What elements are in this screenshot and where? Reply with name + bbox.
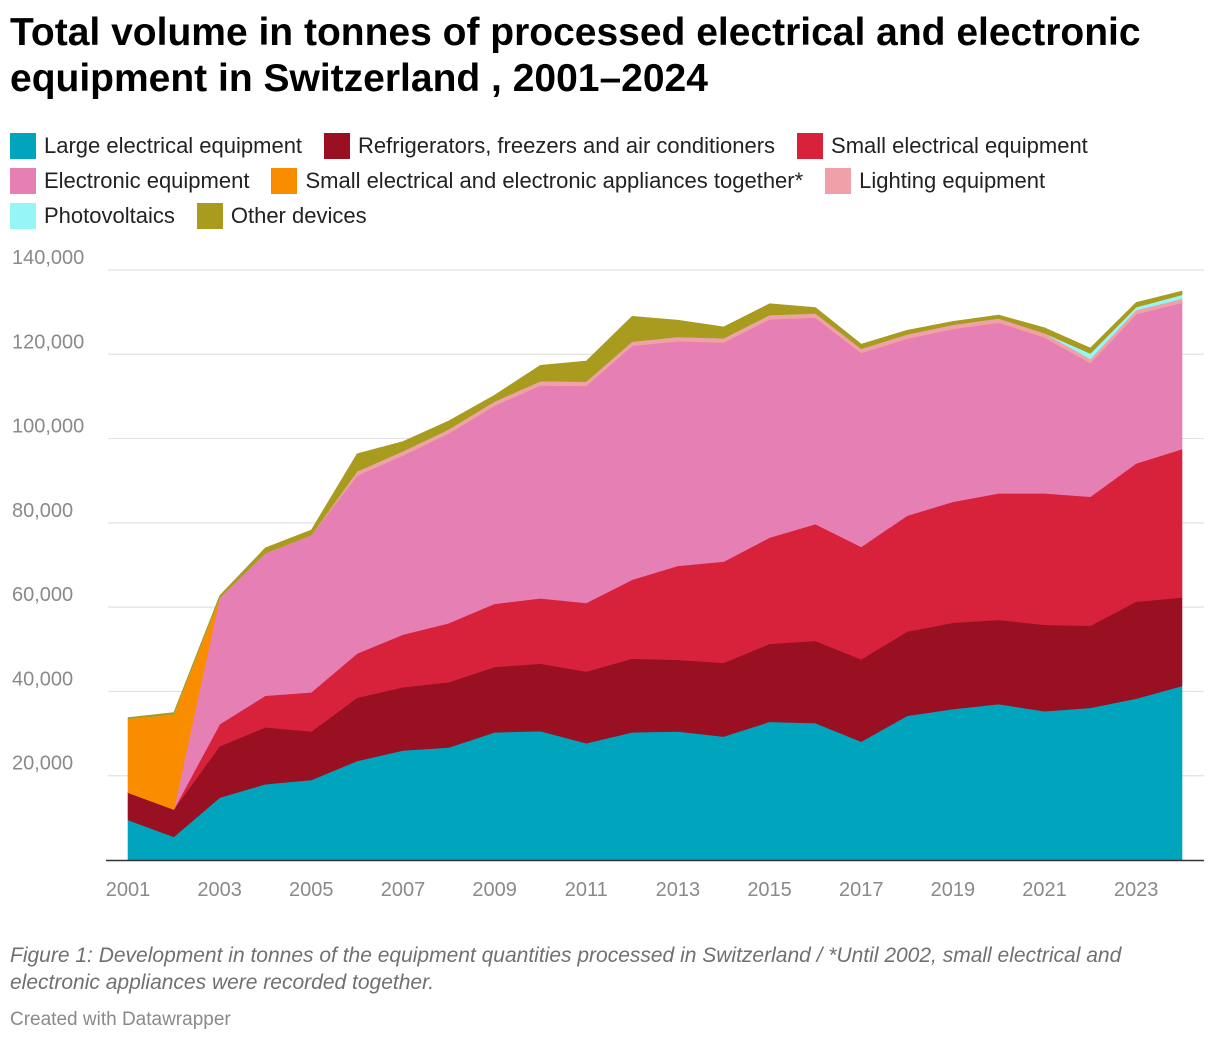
- x-tick-label: 2013: [656, 879, 701, 901]
- x-tick-label: 2001: [106, 879, 151, 901]
- stacked-area-chart: 20,000 40,000 60,000 80,000 100,000 120,000 14…: [12, 247, 1204, 901]
- x-tick-label: 2017: [839, 879, 884, 901]
- y-tick-label: 40,000: [12, 668, 73, 690]
- area-other-devices: [127, 290, 1183, 720]
- y-tick-label: 140,000: [12, 247, 84, 269]
- legend-swatch: [324, 133, 351, 159]
- x-tick-label: 2003: [197, 879, 242, 901]
- x-tick-label: 2005: [289, 879, 334, 901]
- legend-item-other-devices: Other devices: [196, 203, 367, 229]
- x-tick-label: 2021: [1022, 879, 1067, 901]
- y-tick-label: 80,000: [12, 500, 73, 522]
- legend-item-small-electrical-equipment: Small electrical equipment: [797, 133, 1088, 159]
- legend-swatch: [825, 168, 852, 194]
- legend-swatch: [797, 133, 824, 159]
- x-tick-label: 2023: [1114, 879, 1159, 901]
- legend-swatch: [10, 133, 36, 159]
- chart-legend: Large electrical equipment Refrigerators,…: [10, 133, 1210, 229]
- x-tick-label: 2009: [472, 879, 517, 901]
- legend-swatch: [10, 168, 36, 194]
- datawrapper-credit: Created with Datawrapper: [10, 1009, 231, 1030]
- legend-label: Other devices: [230, 203, 367, 228]
- chart-title: Total volume in tonnes of processed elec…: [10, 11, 1141, 100]
- legend-item-lighting-equipment: Lighting equipment: [825, 168, 1045, 194]
- x-tick-label: 2007: [381, 879, 426, 901]
- legend-item-refrigerators-freezers-and-air-conditioners: Refrigerators, freezers and air conditio…: [324, 133, 775, 159]
- y-tick-label: 60,000: [12, 584, 73, 606]
- legend-label: Small electrical and electronic applianc…: [305, 168, 804, 193]
- legend-label: Photovoltaics: [44, 203, 175, 228]
- legend-label: Large electrical equipment: [44, 133, 303, 158]
- legend-swatch: [10, 203, 36, 229]
- y-tick-label: 120,000: [12, 331, 84, 353]
- y-tick-label: 100,000: [12, 416, 84, 438]
- legend-label: Electronic equipment: [44, 168, 250, 193]
- legend-item-electronic-equipment: Electronic equipment: [10, 168, 249, 194]
- y-tick-label: 20,000: [12, 753, 73, 775]
- chart-footnote: Figure 1: Development in tonnes of the e…: [10, 944, 1122, 994]
- legend-item-large-electrical-equipment: Large electrical equipment: [10, 133, 302, 159]
- x-tick-label: 2019: [931, 879, 976, 901]
- legend-item-small-electrical-and-electronic-appliances-together: Small electrical and electronic applianc…: [271, 168, 803, 194]
- x-tick-label: 2011: [565, 879, 608, 901]
- legend-swatch: [196, 203, 223, 229]
- x-tick-label: 2015: [747, 879, 792, 901]
- legend-label: Refrigerators, freezers and air conditio…: [358, 133, 776, 158]
- legend-label: Lighting equipment: [859, 168, 1046, 193]
- legend-label: Small electrical equipment: [831, 133, 1088, 158]
- legend-swatch: [271, 168, 298, 194]
- legend-item-photovoltaics: Photovoltaics: [10, 203, 175, 229]
